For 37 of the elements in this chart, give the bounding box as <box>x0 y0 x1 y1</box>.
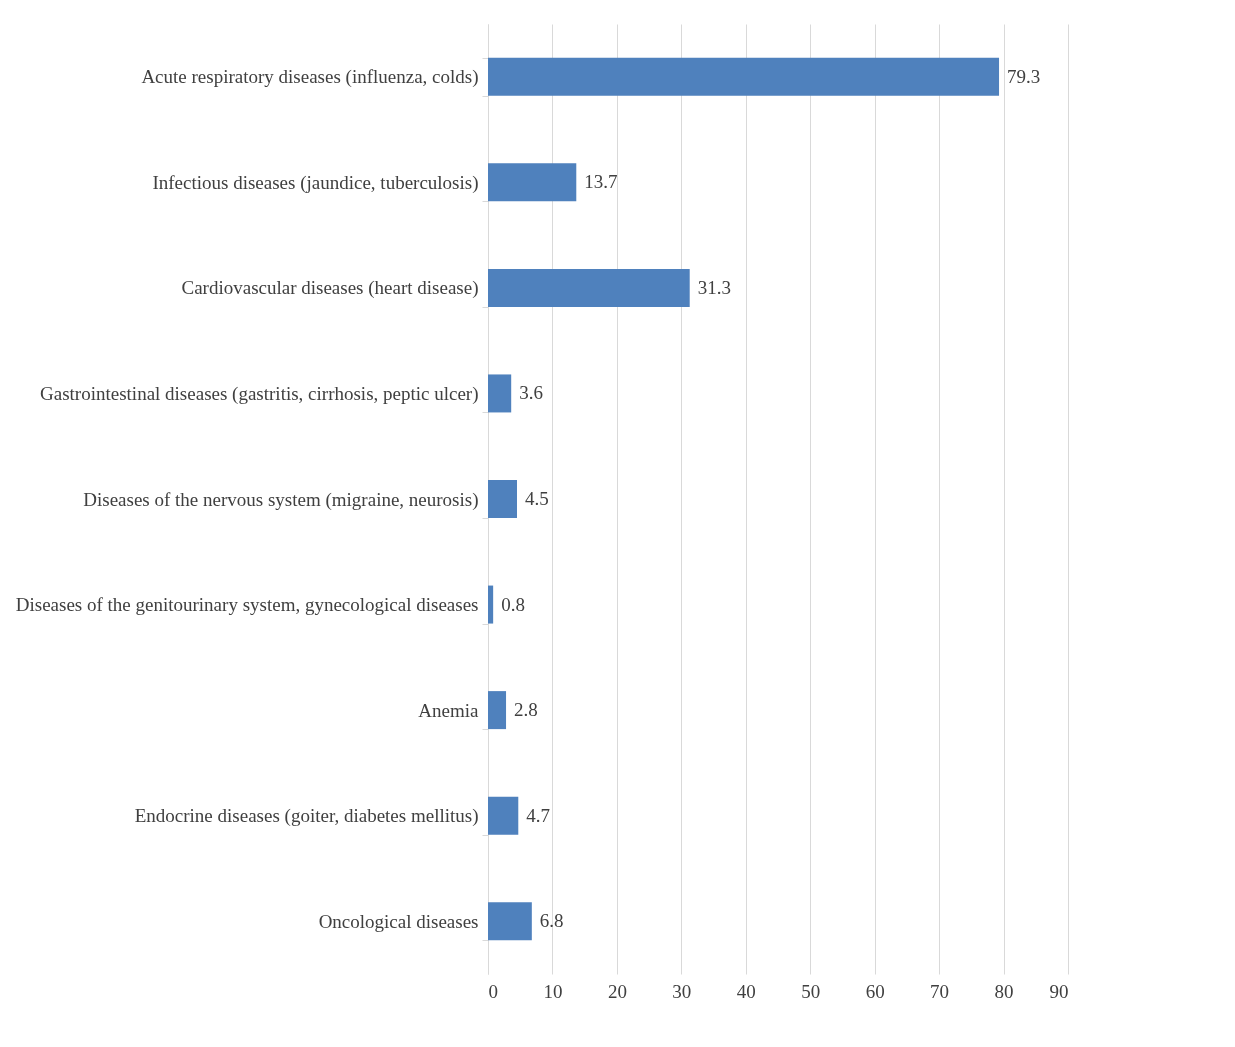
y-tick-label: Diseases of the genitourinary system, gynecological diseases <box>15 594 479 616</box>
y-tick-label: Gastrointestinal diseases (gastritis, cirrhosis, peptic ulcer) <box>40 382 479 405</box>
x-tick-label: 50 <box>801 980 821 1002</box>
data-label: 3.6 <box>519 382 543 404</box>
data-label: 2.8 <box>514 699 538 721</box>
y-tick-label: Anemia <box>418 699 480 721</box>
y-tick-label: Diseases of the nervous system (migraine, neurosis) <box>83 488 479 511</box>
data-label: 13.7 <box>584 171 618 193</box>
data-label: 31.3 <box>697 276 731 298</box>
data-label: 4.7 <box>526 804 551 826</box>
x-tick-label: 90 <box>1049 980 1069 1002</box>
bar <box>488 585 494 624</box>
bar <box>488 374 512 413</box>
bar <box>488 902 532 941</box>
data-label: 4.5 <box>525 488 549 509</box>
data-label: 0.8 <box>501 593 525 615</box>
bar <box>488 268 690 307</box>
data-label: 79.3 <box>1007 65 1041 87</box>
bar <box>488 163 577 202</box>
y-tick-label: Acute respiratory diseases (influenza, colds) <box>141 66 479 89</box>
y-tick-label: Endocrine diseases (goiter, diabetes mellitus) <box>134 805 479 828</box>
bar <box>488 480 517 518</box>
bar <box>488 57 1000 96</box>
data-label: 6.8 <box>539 910 564 932</box>
x-tick-label: 10 <box>543 980 563 1002</box>
bar <box>488 796 519 835</box>
x-tick-label: 40 <box>736 980 756 1002</box>
x-tick-label: 80 <box>994 980 1014 1002</box>
x-tick-label: 30 <box>672 980 692 1002</box>
y-tick-label: Infectious diseases (jaundice, tuberculosis) <box>152 171 479 194</box>
y-tick-label: Cardiovascular diseases (heart disease) <box>181 277 479 300</box>
bar <box>488 691 507 730</box>
x-tick-label: 0 <box>488 980 498 1002</box>
y-tick-label: Oncological diseases <box>318 910 479 932</box>
x-tick-label: 20 <box>607 980 627 1002</box>
x-tick-label: 70 <box>930 980 950 1002</box>
x-tick-label: 60 <box>865 980 885 1002</box>
